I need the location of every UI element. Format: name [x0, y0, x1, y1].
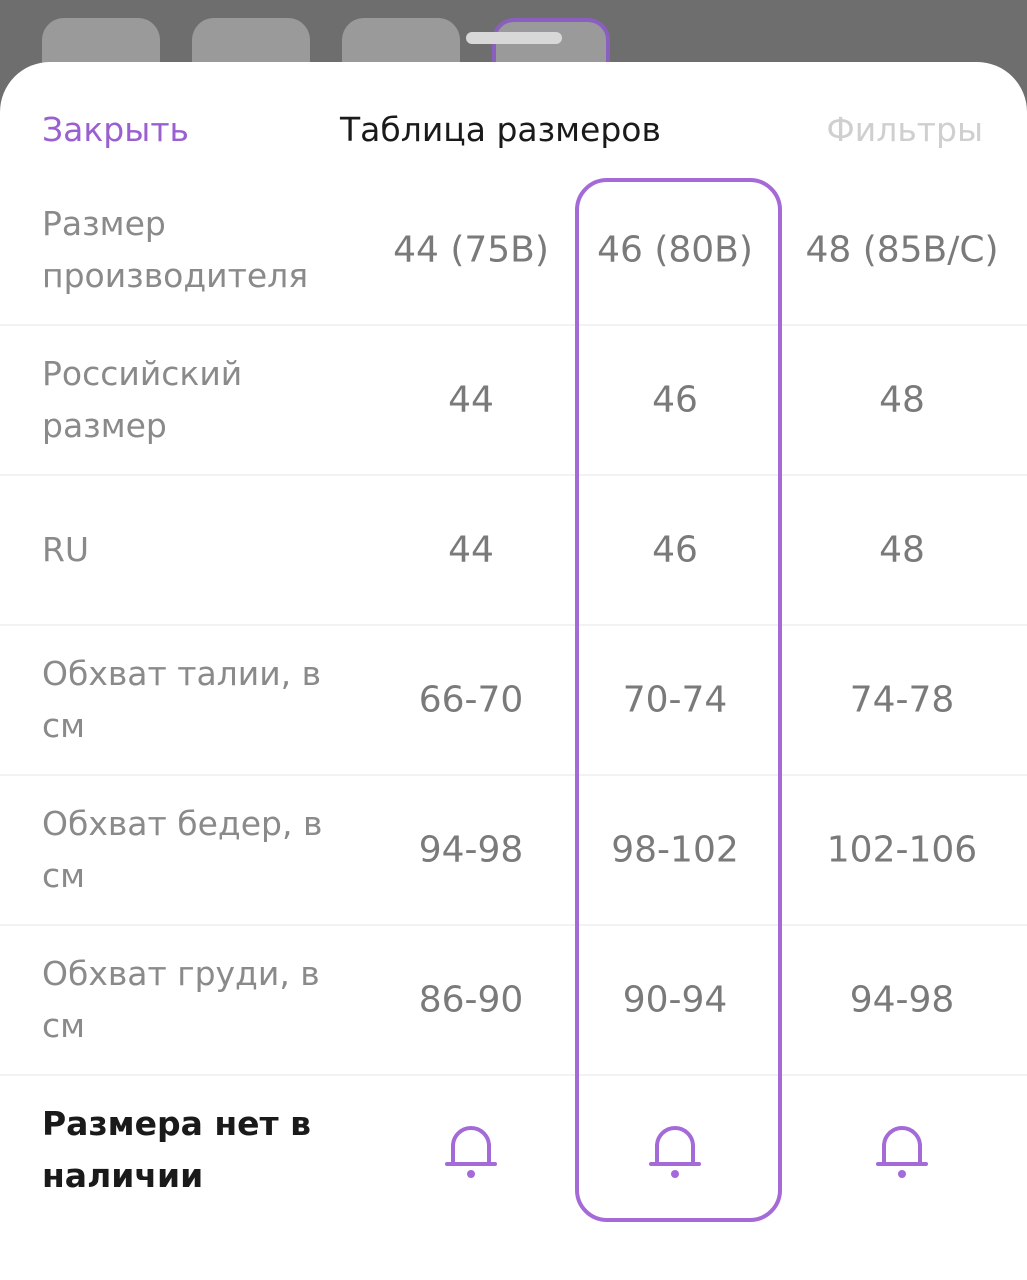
- size-value: 74-78: [849, 679, 955, 721]
- size-value: 44 (75B): [393, 229, 549, 271]
- size-value: 86-90: [418, 979, 524, 1021]
- size-value: 66-70: [418, 679, 524, 721]
- size-value: 94-98: [849, 979, 955, 1021]
- size-value: 46 (80B): [597, 229, 753, 271]
- row-label: Размер производителя: [42, 204, 309, 295]
- size-value: 90-94: [622, 979, 728, 1021]
- row-label: Обхват бедер, в см: [42, 804, 323, 895]
- row-label: Российский размер: [42, 354, 243, 445]
- size-value: 46: [652, 529, 698, 571]
- size-value: 48 (85B/C): [805, 229, 999, 271]
- size-value: 46: [652, 379, 698, 421]
- close-button[interactable]: Закрыть: [42, 110, 189, 149]
- size-value: 48: [879, 529, 925, 571]
- row-divider: [0, 474, 1027, 476]
- size-value: 94-98: [418, 829, 524, 871]
- size-value: 98-102: [611, 829, 739, 871]
- filters-button[interactable]: Фильтры: [826, 110, 983, 149]
- row-divider: [0, 924, 1027, 926]
- footer-label: Размера нет в наличии: [42, 1104, 312, 1195]
- sheet: [0, 62, 1027, 1280]
- sheet-title: Таблица размеров: [340, 110, 661, 149]
- row-divider: [0, 1074, 1027, 1076]
- selected-column: [575, 178, 782, 1222]
- row-divider: [0, 324, 1027, 326]
- row-divider: [0, 624, 1027, 626]
- row-label: Обхват талии, в см: [42, 654, 322, 745]
- size-value: 102-106: [826, 829, 978, 871]
- grab-handle: [466, 32, 562, 44]
- size-value: 44: [448, 379, 494, 421]
- size-value: 70-74: [622, 679, 728, 721]
- notify-bell[interactable]: [872, 1118, 932, 1180]
- notify-bell[interactable]: [645, 1118, 705, 1180]
- row-label: Обхват груди, в см: [42, 954, 320, 1045]
- row-label: RU: [42, 530, 90, 569]
- size-value: 48: [879, 379, 925, 421]
- notify-bell[interactable]: [441, 1118, 501, 1180]
- row-divider: [0, 774, 1027, 776]
- size-value: 44: [448, 529, 494, 571]
